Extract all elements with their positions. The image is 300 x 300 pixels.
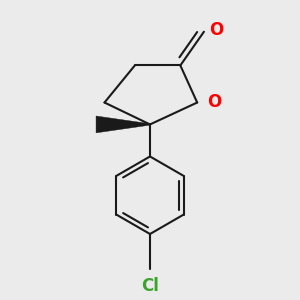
Text: Cl: Cl xyxy=(141,277,159,295)
Text: O: O xyxy=(207,93,222,111)
Polygon shape xyxy=(96,116,150,133)
Text: O: O xyxy=(209,21,223,39)
